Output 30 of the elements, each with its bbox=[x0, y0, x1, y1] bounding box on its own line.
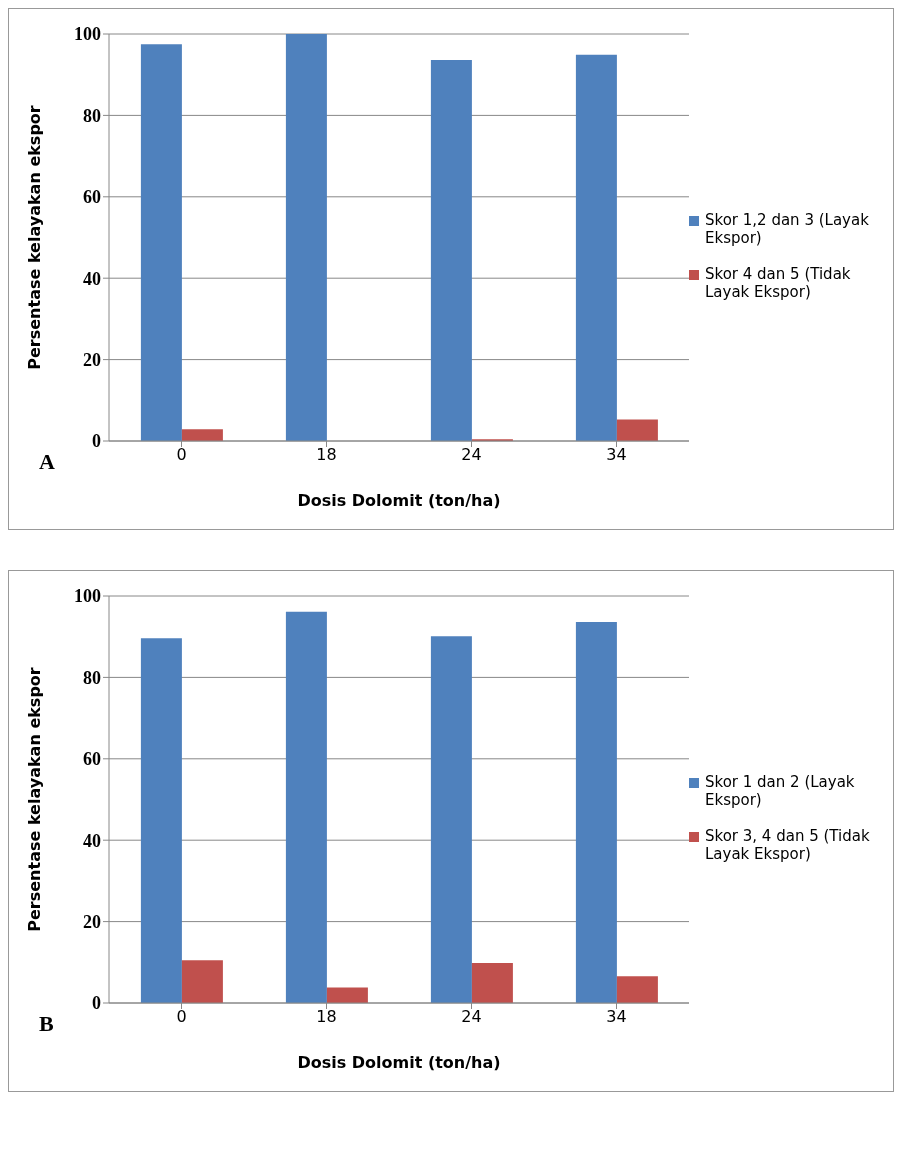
x-axis-title: Dosis Dolomit (ton/ha) bbox=[297, 491, 501, 510]
y-axis-title: Persentase kelayakan ekspor bbox=[24, 105, 44, 370]
x-tick-label: 34 bbox=[606, 1007, 627, 1027]
y-axis-title: Persentase kelayakan ekspor bbox=[24, 667, 44, 932]
x-axis-title: Dosis Dolomit (ton/ha) bbox=[297, 1053, 501, 1072]
text: B bbox=[39, 1011, 54, 1037]
y-tick-label: 0 bbox=[92, 993, 101, 1014]
y-tick-label: 20 bbox=[83, 911, 101, 932]
x-tick-label: 24 bbox=[461, 445, 482, 465]
y-tick-label: 80 bbox=[83, 105, 101, 126]
y-tick-label: 80 bbox=[83, 667, 101, 688]
y-tick-label: 60 bbox=[83, 187, 101, 208]
x-tick-label: 18 bbox=[316, 445, 337, 465]
y-tick-label: 40 bbox=[83, 268, 101, 289]
text: A bbox=[39, 449, 55, 475]
y-tick-label: 40 bbox=[83, 830, 101, 851]
x-tick-label: 18 bbox=[316, 1007, 337, 1027]
y-tick-label: 60 bbox=[83, 749, 101, 770]
legend-label: Skor 4 dan 5 (Tidak Layak Ekspor) bbox=[705, 265, 852, 301]
x-tick-label: 0 bbox=[176, 445, 187, 465]
y-tick-label: 100 bbox=[74, 24, 101, 45]
x-tick-label: 0 bbox=[176, 1007, 187, 1027]
y-tick-label: 0 bbox=[92, 431, 101, 452]
y-tick-label: 20 bbox=[83, 349, 101, 370]
y-tick-label: 100 bbox=[74, 586, 101, 607]
x-tick-label: 24 bbox=[461, 1007, 482, 1027]
legend-label: Skor 3, 4 dan 5 (Tidak Layak Ekspor) bbox=[705, 827, 871, 863]
x-tick-label: 34 bbox=[606, 445, 627, 465]
legend-label: Skor 1,2 dan 3 (Layak Ekspor) bbox=[705, 211, 870, 247]
legend-label: Skor 1 dan 2 (Layak Ekspor) bbox=[705, 773, 856, 809]
